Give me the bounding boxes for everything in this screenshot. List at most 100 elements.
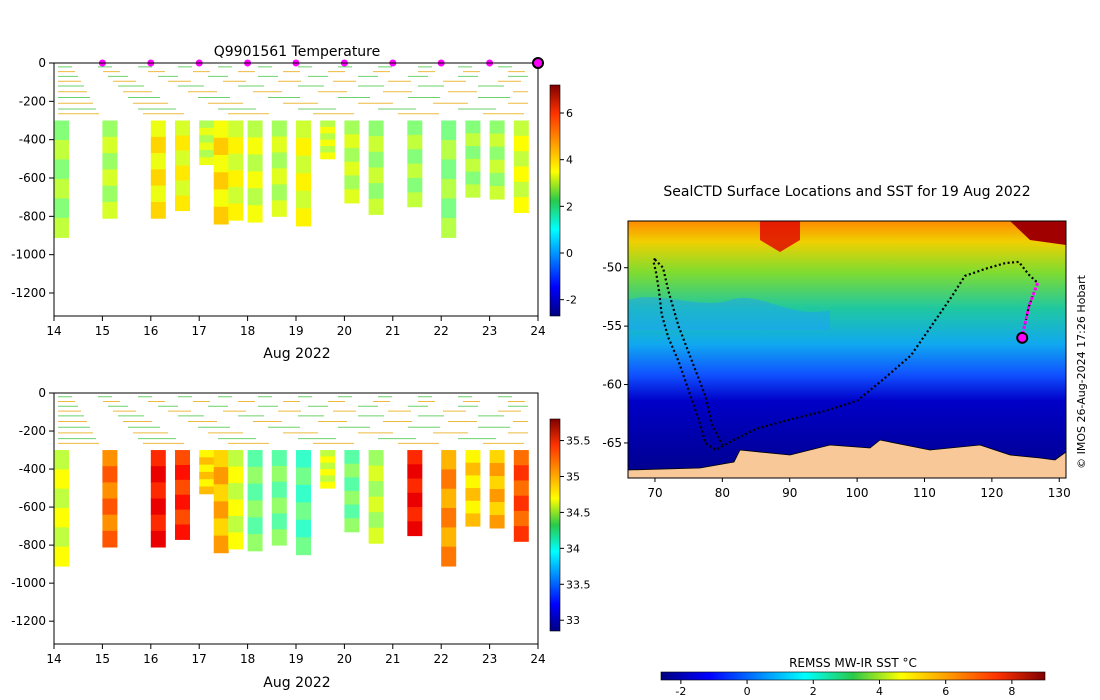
profile-bar — [344, 147, 360, 163]
profile-bar — [489, 172, 505, 187]
profile-bar — [513, 197, 529, 213]
profile-bar — [407, 178, 423, 193]
profile-bar — [344, 450, 360, 465]
sst-colorbar-tick-label: 4 — [876, 685, 883, 698]
profile-bar — [54, 217, 69, 238]
profile-bar — [441, 120, 457, 141]
profile-bar — [465, 171, 481, 185]
profile-bar — [407, 492, 423, 508]
profile-bar — [271, 168, 287, 185]
profile-bar — [368, 151, 384, 168]
profile-bar — [228, 137, 244, 155]
profile-bar — [441, 546, 457, 567]
salinity-colorbar — [549, 418, 561, 632]
salinity-y-ticks: 0 -200 -400 -600 -800 -1000 -1200 — [11, 386, 54, 628]
latitude-tick-label: -55 — [602, 319, 622, 333]
profile-bar — [54, 178, 69, 199]
profile-bar — [344, 134, 360, 149]
profile-bar — [228, 186, 244, 205]
profile-bar — [441, 508, 457, 528]
x-tick-label: 22 — [434, 324, 449, 338]
profile-bar — [296, 537, 311, 556]
profile-bar — [199, 127, 215, 136]
profile-bar — [296, 190, 311, 209]
cold-front — [628, 297, 830, 330]
imos-credit: © IMOS 26-Aug-2024 17:26 Hobart — [1075, 274, 1088, 468]
profile-bar — [296, 120, 311, 139]
profile-bar — [465, 475, 481, 489]
profile-bar — [102, 185, 118, 203]
profile-bar — [465, 120, 481, 134]
profile-bar — [407, 450, 423, 465]
profile-bar — [228, 499, 244, 517]
y-tick-label: -600 — [19, 171, 46, 185]
profile-bar — [271, 450, 287, 467]
profile-bar — [150, 136, 166, 154]
profile-bar — [407, 521, 423, 537]
profile-bar — [102, 466, 118, 483]
profile-bar — [441, 527, 457, 548]
profile-bar — [407, 478, 423, 494]
y-tick-label: -1000 — [11, 248, 46, 262]
profile-bar — [199, 149, 215, 158]
y-tick-label: -600 — [19, 500, 46, 514]
temperature-title: Q9901561 Temperature — [214, 44, 381, 60]
y-tick-label: -400 — [19, 133, 46, 147]
x-tick-label: 23 — [482, 324, 497, 338]
sst-colorbar-tick-label: 6 — [942, 685, 949, 698]
profile-bar — [489, 133, 505, 148]
profile-bar — [213, 484, 229, 502]
profile-bar — [489, 489, 505, 503]
colorbar-tick-label: 33.5 — [566, 578, 591, 591]
seal-track-line — [652, 257, 1039, 452]
profile-bar — [513, 120, 529, 137]
profile-bar — [213, 535, 229, 554]
y-tick-label: -1200 — [11, 614, 46, 628]
x-tick-label: 24 — [530, 324, 545, 338]
x-tick-label: 23 — [482, 652, 497, 666]
profile-bar — [54, 488, 69, 509]
profile-bar — [54, 139, 69, 160]
profile-bar — [513, 510, 529, 527]
profile-bar — [247, 450, 263, 468]
profile-bar — [54, 120, 69, 141]
profile-bar — [368, 167, 384, 184]
profile-bar — [513, 181, 529, 198]
profile-bar — [175, 120, 190, 137]
x-tick-label: 21 — [385, 652, 400, 666]
profile-bar — [150, 482, 166, 500]
profile-bar — [102, 450, 118, 467]
colorbar-tick-label: 34.5 — [566, 506, 591, 519]
profile-bar — [407, 163, 423, 179]
profile-bar — [513, 166, 529, 183]
x-tick-label: 16 — [143, 324, 158, 338]
profile-bar — [489, 463, 505, 477]
profile-bar — [247, 154, 263, 172]
y-tick-label: -400 — [19, 462, 46, 476]
map-frame — [627, 220, 1067, 479]
x-tick-label: 19 — [288, 652, 303, 666]
colorbar-tick-label: 34 — [566, 542, 580, 555]
profile-bar — [199, 450, 215, 458]
latitude-tick-label: -65 — [602, 436, 622, 450]
profile-bar — [489, 515, 505, 529]
sst-colorbar-tick-label: 8 — [1008, 685, 1015, 698]
profile-bar — [441, 198, 457, 219]
profile-bar — [199, 142, 215, 151]
profile-bar — [489, 146, 505, 161]
seal-track-line — [654, 258, 724, 446]
profile-bar — [296, 155, 311, 174]
profile-bar — [175, 150, 190, 167]
profile-bar — [513, 151, 529, 167]
profile-bar — [102, 514, 118, 532]
profile-bar — [465, 500, 481, 514]
profile-bar — [213, 501, 229, 519]
profile-bar — [199, 157, 215, 166]
seal-track — [652, 257, 1040, 452]
x-tick-label: 16 — [143, 652, 158, 666]
x-tick-label: 14 — [46, 652, 61, 666]
temperature-x-ticks: 14 15 16 17 18 19 20 21 22 23 24 — [46, 316, 546, 338]
profile-bar — [54, 159, 69, 180]
profile-bar — [271, 152, 287, 169]
profile-bar — [247, 120, 263, 138]
